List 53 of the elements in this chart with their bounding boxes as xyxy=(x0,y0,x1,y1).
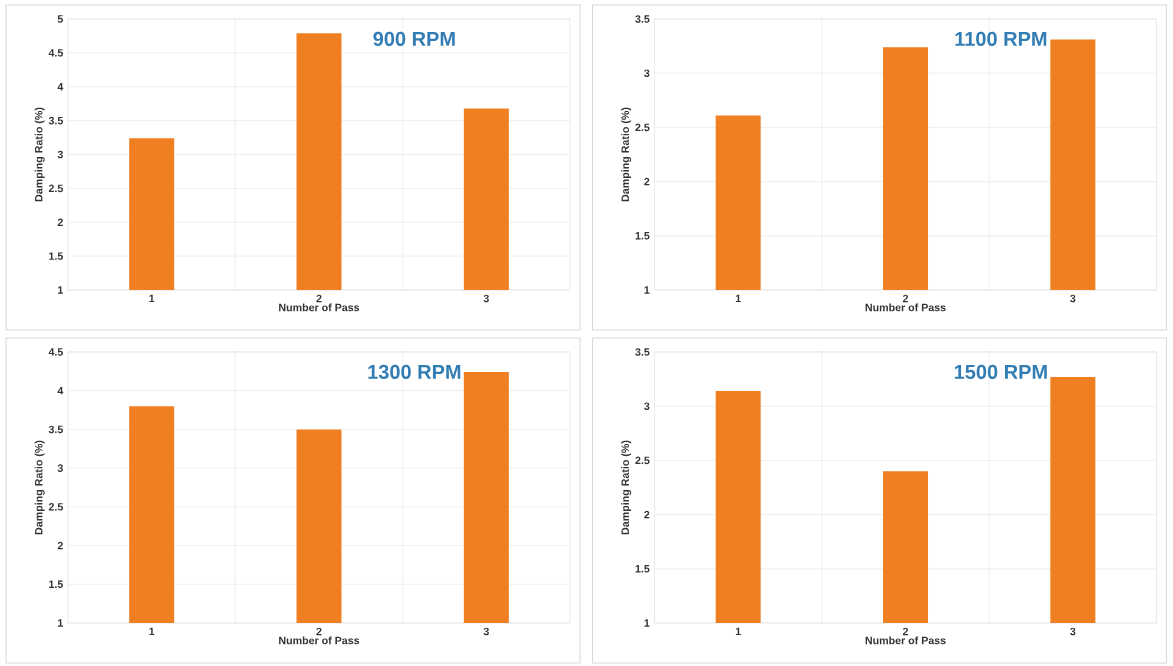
x-axis-title: Number of Pass xyxy=(279,303,360,312)
x-tick-label: 1 xyxy=(149,294,155,303)
x-tick-label: 1 xyxy=(735,294,741,303)
x-tick-label: 2 xyxy=(902,627,909,636)
chart-title: 900 RPM xyxy=(373,31,455,46)
y-tick-label: 1.5 xyxy=(49,252,63,260)
x-tick-label: 2 xyxy=(902,294,909,303)
y-tick-label: 1.5 xyxy=(635,565,650,573)
y-tick-label: 5 xyxy=(57,15,63,23)
x-tick-label: 3 xyxy=(483,294,489,303)
y-tick-label: 1.5 xyxy=(49,580,63,588)
y-tick-label: 2 xyxy=(57,218,63,226)
y-tick-label: 1 xyxy=(644,619,650,627)
x-axis-title: Number of Pass xyxy=(279,636,360,645)
chart-title: 1300 RPM xyxy=(368,364,461,380)
x-tick-label: 3 xyxy=(1070,627,1076,636)
y-tick-label: 3 xyxy=(644,402,650,410)
y-tick-label: 2.5 xyxy=(635,123,650,132)
x-axis-title: Number of Pass xyxy=(865,636,946,645)
y-tick-label: 1.5 xyxy=(635,232,650,240)
y-tick-label: 4 xyxy=(57,387,64,395)
chart-title: 1500 RPM xyxy=(954,364,1047,379)
x-tick-label: 3 xyxy=(1070,294,1076,303)
y-tick-label: 2.5 xyxy=(48,184,63,193)
x-tick-label: 1 xyxy=(735,627,741,636)
y-tick-label: 1 xyxy=(58,286,63,294)
y-tick-label: 3.5 xyxy=(48,116,63,125)
y-tick-label: 2.5 xyxy=(48,503,63,511)
y-tick-label: 3.5 xyxy=(635,15,650,23)
y-tick-label: 3 xyxy=(57,150,63,159)
y-tick-label: 2 xyxy=(644,510,650,519)
y-tick-label: 4.5 xyxy=(48,348,63,356)
y-axis-title: Damping Ratio (%) xyxy=(34,107,45,202)
y-tick-label: 2 xyxy=(644,177,650,186)
y-axis-title: Damping Ratio (%) xyxy=(621,440,632,535)
chart-title: 1100 RPM xyxy=(955,31,1047,46)
y-axis-title: Damping Ratio (%) xyxy=(621,107,632,202)
y-tick-label: 4 xyxy=(57,83,64,91)
y-tick-label: 4.5 xyxy=(48,49,63,57)
y-tick-label: 3 xyxy=(644,69,650,77)
y-axis-title: Damping Ratio (%) xyxy=(34,440,45,535)
x-tick-label: 3 xyxy=(483,627,489,636)
x-axis-title: Number of Pass xyxy=(865,303,946,312)
x-tick-label: 2 xyxy=(316,294,322,303)
y-tick-label: 3.5 xyxy=(48,425,63,434)
y-tick-label: 2.5 xyxy=(635,456,650,465)
x-tick-label: 2 xyxy=(316,627,322,636)
y-tick-label: 1 xyxy=(58,619,63,627)
y-tick-label: 3 xyxy=(57,464,63,472)
y-tick-label: 1 xyxy=(644,286,650,294)
y-tick-label: 3.5 xyxy=(635,348,650,356)
y-tick-label: 2 xyxy=(57,541,63,550)
x-tick-label: 1 xyxy=(149,627,155,636)
